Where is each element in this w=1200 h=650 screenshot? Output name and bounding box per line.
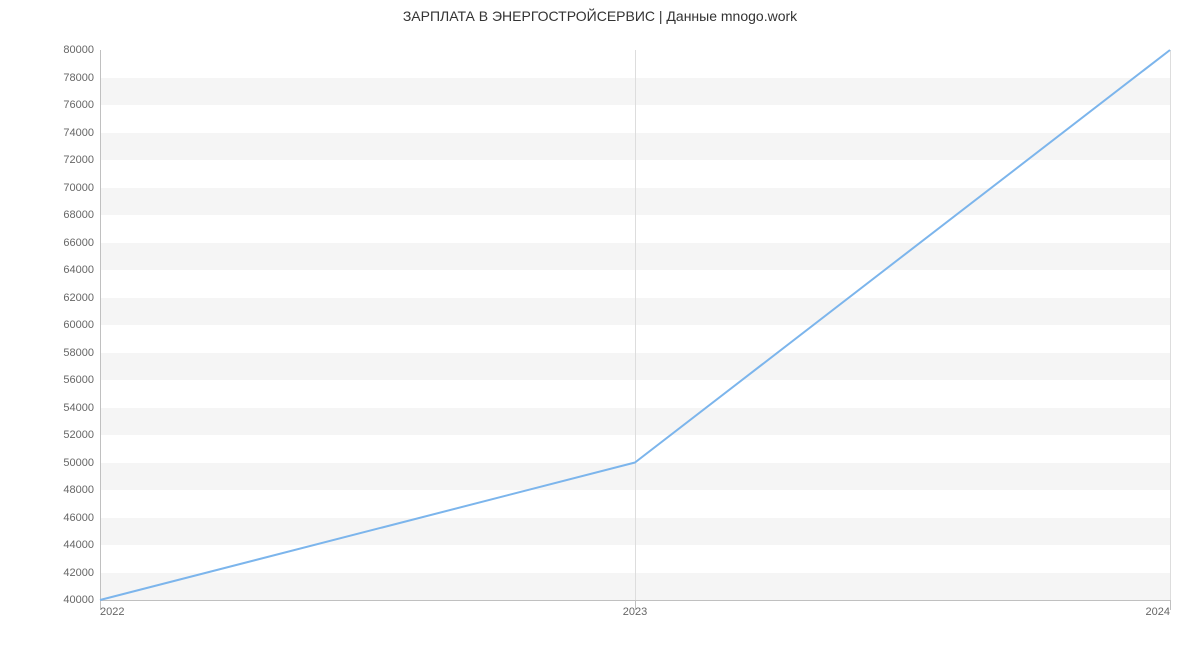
- y-tick-label: 64000: [44, 264, 94, 276]
- chart-title: ЗАРПЛАТА В ЭНЕРГОСТРОЙСЕРВИС | Данные mn…: [0, 8, 1200, 24]
- x-tick-mark: [1170, 600, 1171, 610]
- y-tick-label: 40000: [44, 594, 94, 606]
- y-tick-label: 72000: [44, 154, 94, 166]
- y-tick-label: 52000: [44, 429, 94, 441]
- y-tick-label: 62000: [44, 292, 94, 304]
- y-tick-label: 58000: [44, 347, 94, 359]
- y-tick-label: 80000: [44, 44, 94, 56]
- series-line: [100, 50, 1170, 600]
- x-tick-label: 2023: [623, 606, 647, 618]
- y-tick-label: 54000: [44, 402, 94, 414]
- y-tick-label: 68000: [44, 209, 94, 221]
- y-tick-label: 56000: [44, 374, 94, 386]
- y-tick-label: 46000: [44, 512, 94, 524]
- y-tick-label: 78000: [44, 72, 94, 84]
- y-tick-label: 74000: [44, 127, 94, 139]
- y-tick-label: 42000: [44, 567, 94, 579]
- line-chart: ЗАРПЛАТА В ЭНЕРГОСТРОЙСЕРВИС | Данные mn…: [0, 0, 1200, 650]
- y-tick-label: 66000: [44, 237, 94, 249]
- y-tick-label: 50000: [44, 457, 94, 469]
- y-tick-label: 60000: [44, 319, 94, 331]
- y-tick-label: 70000: [44, 182, 94, 194]
- chart-line-svg: [100, 50, 1170, 600]
- plot-area: 4000042000440004600048000500005200054000…: [100, 50, 1170, 600]
- x-gridline: [1170, 50, 1171, 600]
- x-tick-label: 2022: [100, 606, 124, 618]
- y-tick-label: 48000: [44, 484, 94, 496]
- y-tick-label: 76000: [44, 99, 94, 111]
- y-tick-label: 44000: [44, 539, 94, 551]
- x-tick-label: 2024: [1146, 606, 1170, 618]
